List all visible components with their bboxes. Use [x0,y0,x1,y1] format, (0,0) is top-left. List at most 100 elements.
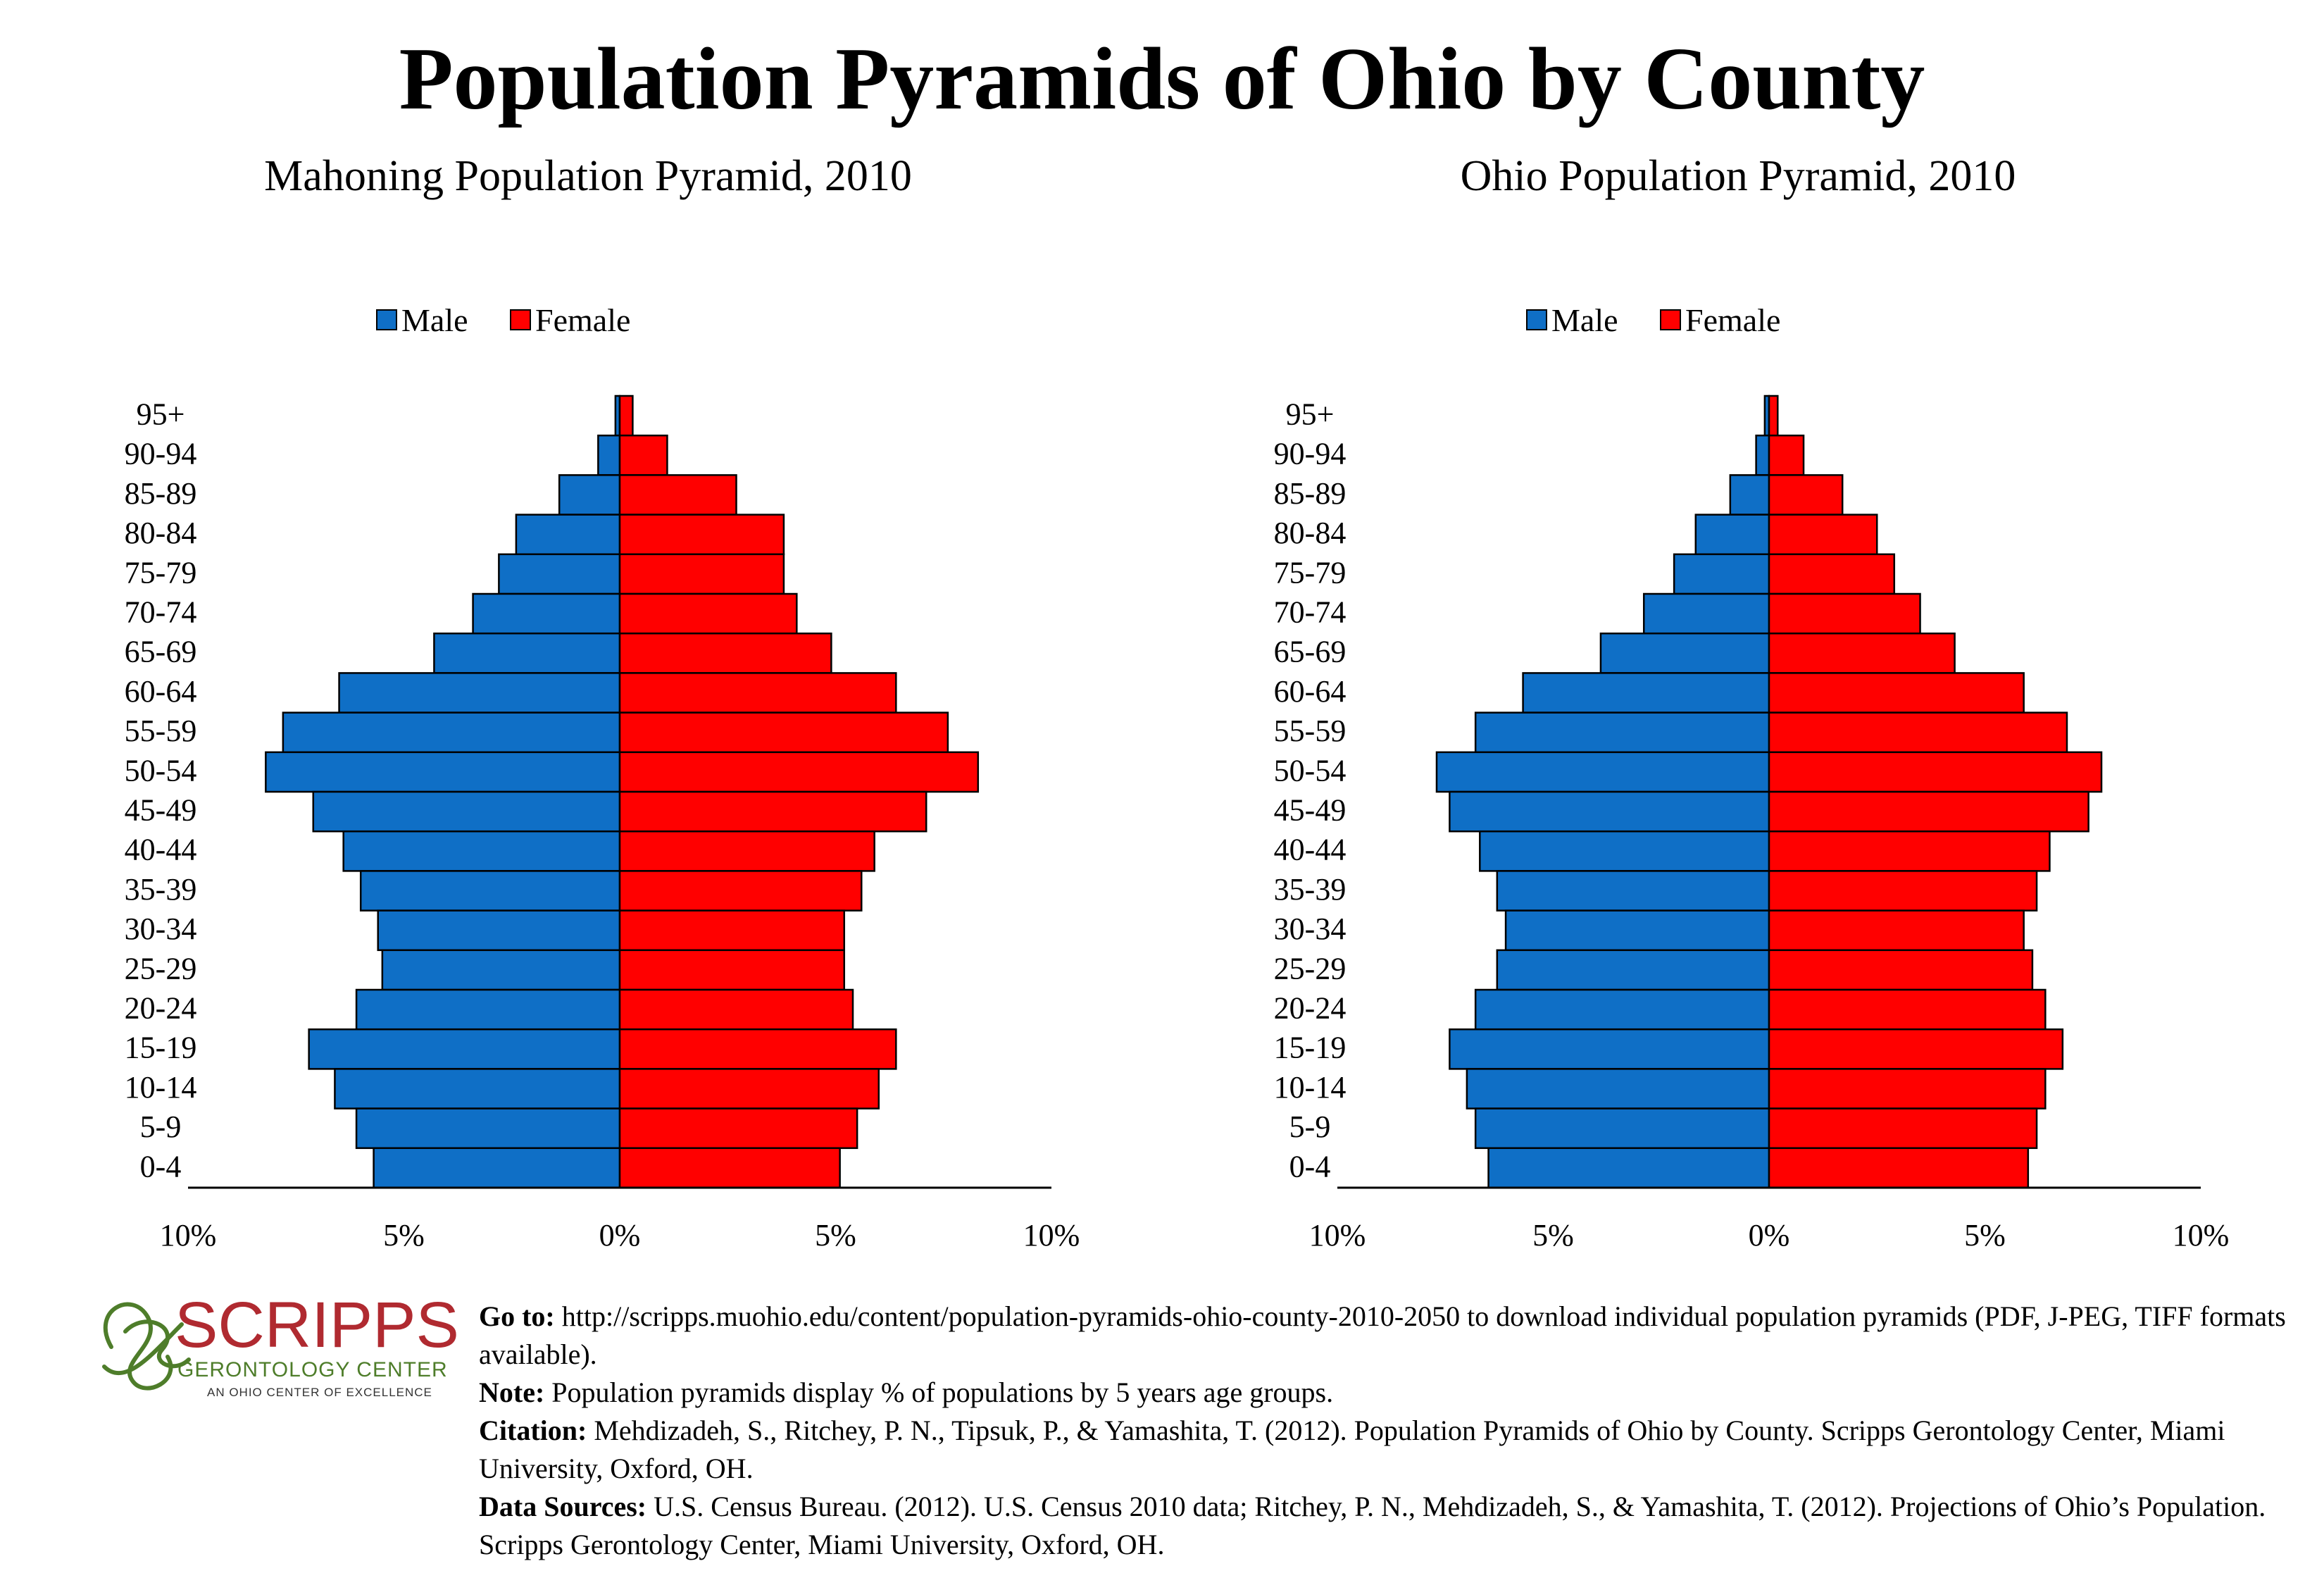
footer-citation: Citation: Mehdizadeh, S., Ritchey, P. N.… [479,1415,2225,1484]
age-label-45-49: 45-49 [1274,792,1347,827]
bar-male-45-49 [1449,790,1770,833]
legend-label-male: Male [1551,302,1618,338]
bar-male-60-64 [1522,672,1770,714]
bar-female-50-54 [618,751,980,793]
bar-female-75-79 [618,553,785,595]
bar-female-25-29 [1768,949,2034,991]
bar-female-55-59 [618,711,949,754]
age-label-90-94: 90-94 [125,437,197,471]
bar-male-50-54 [265,751,621,793]
bar-male-30-34 [377,909,621,952]
age-label-40-44: 40-44 [125,833,197,867]
bar-female-5-9 [618,1107,858,1150]
scripps-logo-line2: AN OHIO CENTER OF EXCELLENCE [207,1386,432,1399]
x-tick-label: 5% [815,1218,856,1253]
chart-title-ohio: Ohio Population Pyramid, 2010 [1461,152,2016,200]
bar-male-25-29 [1496,949,1770,991]
page-title: Population Pyramids of Ohio by County [399,30,1925,128]
age-label-10-14: 10-14 [1274,1070,1347,1105]
bar-female-65-69 [1768,632,1956,674]
age-label-95+: 95+ [137,397,185,431]
bar-male-90-94 [1755,434,1770,476]
age-label-45-49: 45-49 [125,792,197,827]
bar-female-20-24 [1768,988,2047,1031]
age-label-5-9: 5-9 [140,1110,182,1144]
age-label-20-24: 20-24 [125,990,197,1025]
bar-female-20-24 [618,988,854,1031]
age-label-50-54: 50-54 [1274,753,1347,788]
bar-female-40-44 [618,830,875,872]
age-label-10-14: 10-14 [125,1070,197,1105]
legend-mahoning: Male Female [376,302,630,338]
bar-female-65-69 [618,632,832,674]
x-tick-label: 0% [1749,1218,1790,1253]
bar-female-15-19 [1768,1028,2064,1070]
x-tick-label: 5% [1964,1218,2006,1253]
age-label-15-19: 15-19 [1274,1031,1347,1065]
bar-male-15-19 [1449,1028,1770,1070]
age-label-0-4: 0-4 [1289,1149,1331,1183]
age-label-25-29: 25-29 [1274,951,1347,986]
age-label-30-34: 30-34 [125,912,197,946]
bar-female-90-94 [618,434,668,476]
legend-swatch-male [376,309,397,330]
bar-female-45-49 [1768,790,2089,833]
bar-male-80-84 [515,514,621,556]
bar-female-10-14 [1768,1068,2047,1110]
bar-female-60-64 [618,672,897,714]
age-label-25-29: 25-29 [125,951,197,986]
bar-male-35-39 [1496,870,1770,912]
legend-swatch-male [1526,309,1547,330]
bar-female-85-89 [1768,474,1844,516]
age-label-75-79: 75-79 [1274,555,1347,590]
age-label-70-74: 70-74 [125,595,197,629]
legend-label-female: Female [535,302,630,338]
age-label-60-64: 60-64 [1274,674,1347,709]
age-label-20-24: 20-24 [1274,990,1347,1025]
bar-male-0-4 [373,1147,621,1189]
bar-male-5-9 [1474,1107,1770,1150]
bar-female-55-59 [1768,711,2068,754]
bar-female-80-84 [1768,514,1878,556]
bar-male-30-34 [1504,909,1770,952]
bar-female-75-79 [1768,553,1896,595]
x-tick-label: 10% [160,1218,217,1253]
bar-male-40-44 [1479,830,1770,872]
bar-female-85-89 [618,474,737,516]
scripps-logo-name: SCRIPPS [175,1289,459,1361]
age-label-15-19: 15-19 [125,1031,197,1065]
bar-male-85-89 [558,474,621,516]
bar-male-80-84 [1694,514,1770,556]
legend-label-female: Female [1685,302,1780,338]
bar-female-95+ [1768,394,1779,437]
bar-male-65-69 [1599,632,1770,674]
age-label-60-64: 60-64 [125,674,197,709]
age-label-35-39: 35-39 [125,872,197,907]
chart-title-mahoning: Mahoning Population Pyramid, 2010 [264,152,912,200]
bar-male-10-14 [1466,1068,1770,1110]
bar-female-25-29 [618,949,846,991]
bar-female-35-39 [1768,870,2038,912]
age-label-70-74: 70-74 [1274,595,1347,629]
bar-female-30-34 [1768,909,2025,952]
bar-male-55-59 [1474,711,1770,754]
x-tick-label: 10% [2173,1218,2230,1253]
legend-swatch-female [510,309,531,330]
age-label-40-44: 40-44 [1274,833,1347,867]
bar-male-10-14 [334,1068,621,1110]
legend-label-male: Male [401,302,468,338]
bar-female-70-74 [1768,592,1921,635]
bar-female-40-44 [1768,830,2051,872]
age-label-0-4: 0-4 [140,1149,182,1183]
age-label-55-59: 55-59 [125,714,197,748]
age-label-5-9: 5-9 [1289,1110,1331,1144]
scripps-logo-line1: GERONTOLOGY CENTER [177,1358,448,1381]
bar-male-0-4 [1487,1147,1770,1189]
footer-goto: Go to: http://scripps.muohio.edu/content… [479,1300,2286,1370]
age-label-75-79: 75-79 [125,555,197,590]
bar-female-90-94 [1768,434,1805,476]
bar-male-65-69 [433,632,621,674]
footer-notes: Go to: http://scripps.muohio.edu/content… [479,1298,2310,1564]
